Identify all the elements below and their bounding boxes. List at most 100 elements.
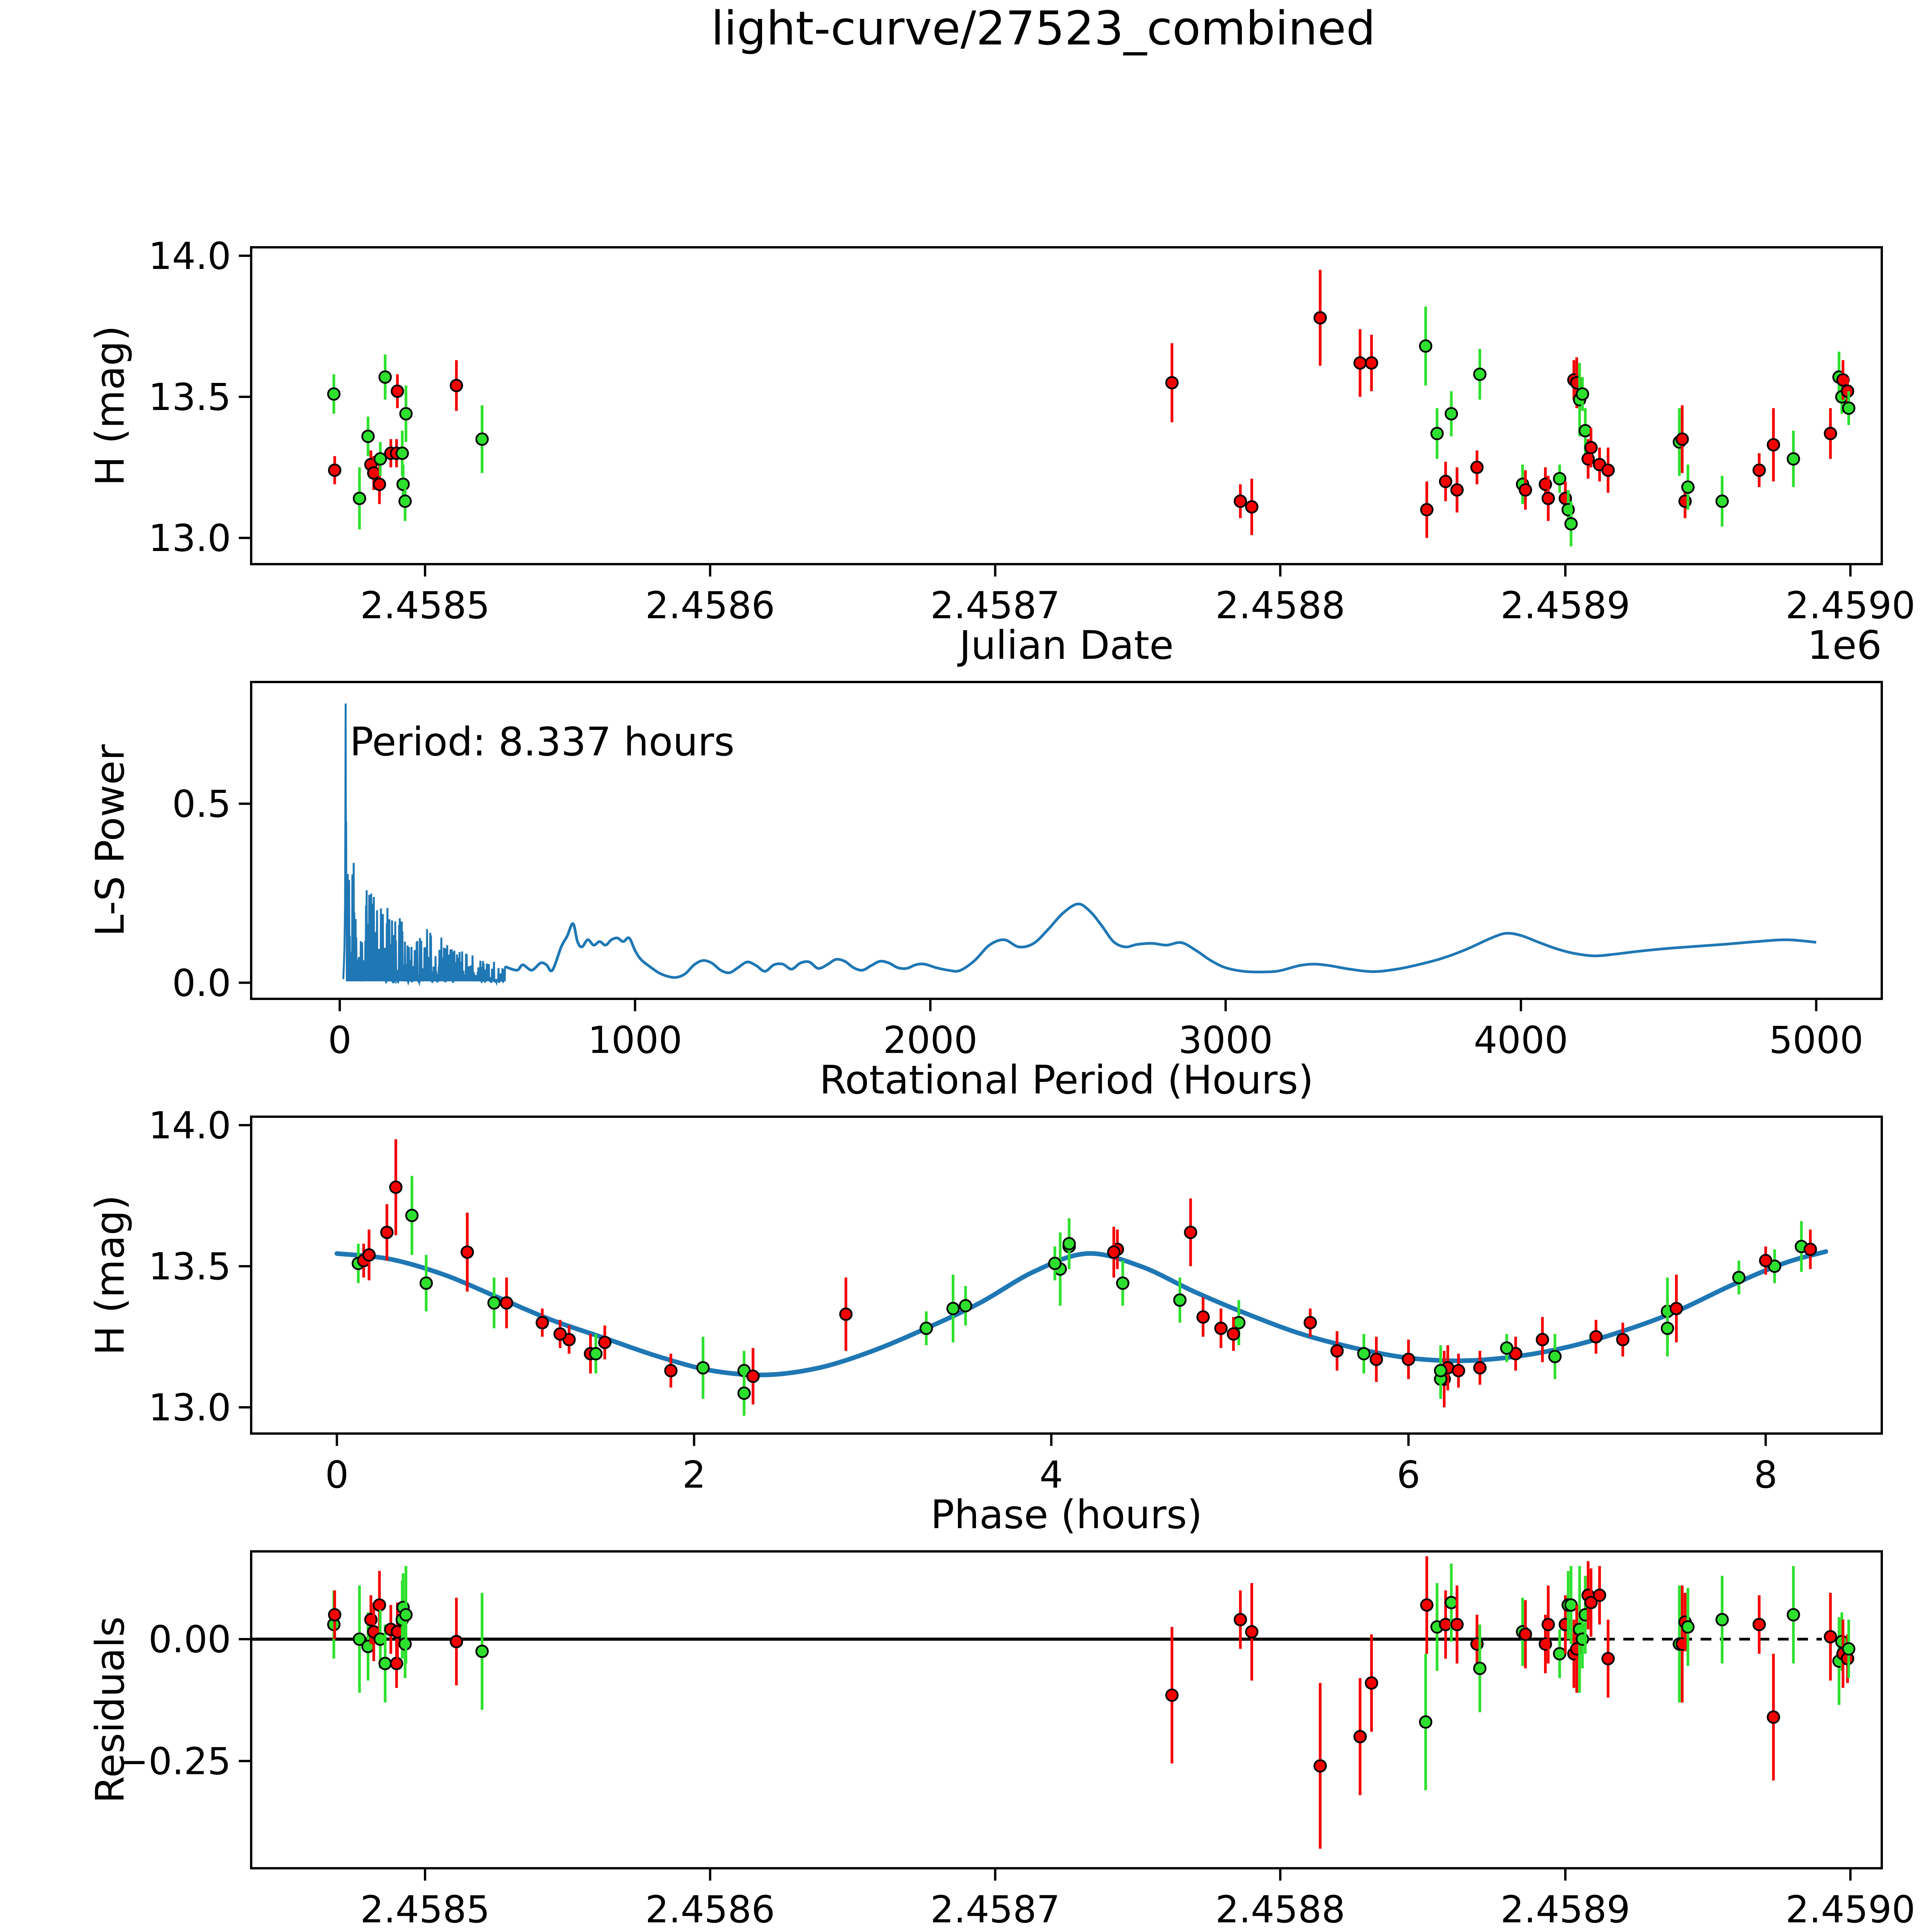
y-tick-label: 13.5	[148, 1245, 231, 1288]
data-point-green	[361, 417, 375, 456]
x-tick-label: 2.4587	[930, 1888, 1060, 1931]
data-point-red	[1616, 1323, 1630, 1357]
y-tick-label: 14.0	[148, 235, 231, 278]
data-marker	[1759, 1254, 1772, 1267]
data-marker	[1681, 480, 1695, 494]
data-marker	[449, 379, 463, 393]
data-point-green	[1732, 1260, 1746, 1295]
data-marker	[475, 1645, 489, 1658]
x-tick-label: 2.4589	[1500, 1888, 1630, 1931]
data-marker	[1048, 1257, 1062, 1270]
data-marker	[598, 1335, 612, 1349]
data-marker	[1444, 1596, 1458, 1609]
lightcurve-axes-box	[250, 246, 1883, 565]
data-point-green	[1715, 1576, 1729, 1664]
data-point-red	[1196, 1297, 1210, 1337]
data-point-green	[399, 1566, 413, 1664]
data-marker	[372, 1598, 386, 1612]
data-marker	[1450, 483, 1464, 497]
figure-title: light-curve/27523_combined	[711, 2, 1376, 56]
data-marker	[475, 432, 489, 446]
data-point-red	[1470, 450, 1484, 485]
data-marker	[1752, 463, 1766, 477]
y-tick-label: 13.0	[148, 517, 231, 560]
data-marker	[1196, 1310, 1210, 1324]
data-point-red	[746, 1348, 760, 1405]
data-point-green	[1048, 1246, 1062, 1281]
data-point-green	[378, 354, 392, 400]
data-point-green	[378, 1624, 392, 1703]
data-marker	[500, 1296, 514, 1310]
x-tick-label: 2.4587	[930, 584, 1060, 627]
data-point-green	[405, 1176, 419, 1255]
data-point-green	[696, 1337, 710, 1399]
x-tick-label: 2.4589	[1500, 584, 1630, 627]
data-marker	[1165, 1688, 1179, 1702]
data-marker	[1553, 472, 1566, 486]
data-point-red	[380, 1204, 394, 1261]
phase-y-axis-label: H (mag)	[87, 1195, 133, 1355]
data-marker	[1681, 1620, 1695, 1634]
data-marker	[380, 1226, 394, 1239]
data-marker	[1601, 1652, 1615, 1665]
data-point-green	[373, 1610, 387, 1668]
x-tick-label: 2.4585	[360, 584, 490, 627]
x-tick-label: 1000	[588, 1019, 682, 1062]
data-point-green	[1434, 1345, 1447, 1396]
residuals-y-axis-label: Residuals	[87, 1616, 133, 1803]
data-point-red	[1313, 1683, 1327, 1849]
data-marker	[1444, 407, 1458, 421]
data-point-green	[373, 442, 387, 476]
lightcurve-axis-offset-label: 1e6	[1807, 622, 1882, 668]
data-point-red	[1601, 1619, 1615, 1698]
data-point-red	[1184, 1198, 1197, 1266]
data-point-green	[1473, 349, 1487, 400]
data-marker	[353, 492, 366, 505]
data-point-green	[1576, 377, 1589, 411]
data-point-green	[1173, 1277, 1187, 1323]
y-tick-label: 0.00	[148, 1618, 231, 1661]
data-point-red	[328, 1590, 342, 1639]
data-marker	[1245, 500, 1259, 514]
data-marker	[1439, 1617, 1452, 1631]
data-point-red	[461, 1213, 474, 1292]
data-point-red	[1589, 1320, 1603, 1354]
data-marker	[1584, 1596, 1598, 1609]
data-marker	[1593, 1588, 1606, 1602]
data-point-green	[1062, 1218, 1076, 1269]
data-point-green	[1419, 306, 1432, 386]
data-marker	[449, 1635, 463, 1648]
data-marker	[1365, 356, 1378, 370]
data-marker	[1233, 1613, 1247, 1626]
data-marker	[1450, 1617, 1464, 1631]
data-marker	[1553, 1647, 1566, 1661]
data-point-red	[1303, 1308, 1317, 1337]
data-point-green	[1661, 1300, 1674, 1357]
y-tick-label: 14.0	[148, 1104, 231, 1147]
data-point-green	[1842, 391, 1855, 425]
data-marker	[919, 1321, 933, 1335]
data-marker	[1823, 1630, 1837, 1644]
panel-lightcurve: H (mag) Julian Date 1e6 2.4585 2.4586 2.45…	[87, 235, 1915, 668]
data-point-green	[1715, 476, 1729, 527]
data-point-red	[391, 374, 404, 408]
data-marker	[1473, 1361, 1487, 1375]
x-tick-label: 4000	[1474, 1019, 1568, 1062]
lightcurve-y-axis-label: H (mag)	[87, 325, 133, 486]
data-point-red	[1107, 1226, 1121, 1278]
data-marker	[1116, 1276, 1129, 1290]
data-point-red	[1313, 270, 1327, 366]
data-point-red	[391, 1602, 404, 1661]
data-marker	[1541, 1617, 1555, 1631]
data-point-green	[1787, 430, 1800, 487]
panel-phase: H (mag) Phase (hours) 0 2 4 6 8 14.0 13.5 13.0	[87, 1104, 1883, 1538]
data-marker	[1430, 427, 1444, 440]
data-point-green	[737, 1371, 751, 1416]
data-marker	[1500, 1341, 1514, 1355]
data-marker	[1541, 492, 1555, 505]
data-point-red	[449, 360, 463, 411]
data-point-green	[1419, 1653, 1432, 1791]
data-point-green	[1564, 501, 1578, 546]
data-marker	[1233, 494, 1247, 508]
data-marker	[1226, 1327, 1240, 1341]
